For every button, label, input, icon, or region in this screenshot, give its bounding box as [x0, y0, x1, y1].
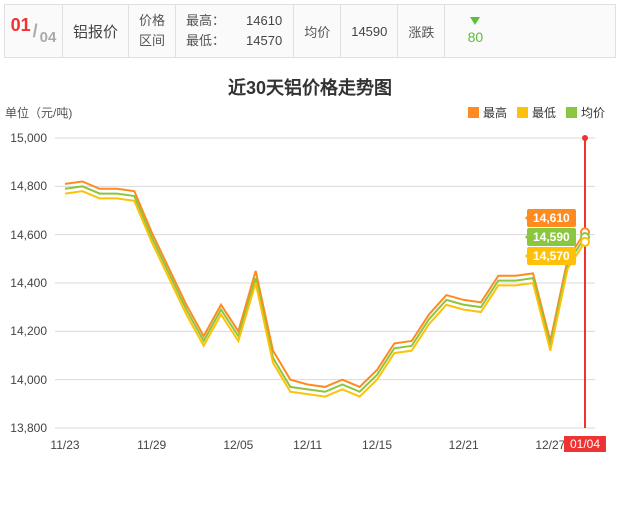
y-tick-label: 13,800	[5, 421, 47, 435]
legend-swatch	[566, 107, 577, 118]
high-low-block: 最高： 14610 最低： 14570	[176, 5, 294, 57]
summary-header: 01 / 04 铝报价 价格 区间 最高： 14610 最低： 14570 均价…	[4, 4, 616, 58]
value-callout: 14,610	[527, 209, 576, 227]
commodity-title: 铝报价	[63, 5, 129, 57]
x-tick-label: 11/23	[50, 438, 79, 452]
x-tick-label: 12/11	[293, 438, 322, 452]
legend-item-avg: 均价	[566, 104, 605, 121]
y-axis-unit: 单位（元/吨)	[5, 104, 72, 121]
y-tick-label: 14,000	[5, 373, 47, 387]
y-tick-label: 14,400	[5, 276, 47, 290]
value-callout: 14,570	[527, 247, 576, 265]
range-label: 区间	[139, 31, 165, 51]
date-day: 04	[40, 29, 57, 46]
legend-swatch	[517, 107, 528, 118]
low-value: 14570	[236, 31, 293, 51]
high-value: 14610	[236, 11, 293, 31]
line-chart	[55, 128, 595, 448]
y-tick-label: 14,800	[5, 179, 47, 193]
legend-label: 均价	[581, 104, 605, 121]
arrow-down-icon	[470, 17, 480, 25]
chart-title: 近30天铝价格走势图	[0, 74, 620, 100]
x-tick-label: 01/04	[564, 436, 606, 452]
y-tick-label: 14,200	[5, 324, 47, 338]
date-slash: /	[33, 21, 38, 42]
x-tick-label: 12/27	[535, 438, 565, 452]
x-tick-label: 12/15	[362, 438, 392, 452]
legend-label: 最高	[483, 104, 507, 121]
x-tick-label: 12/05	[223, 438, 253, 452]
change-block: 80	[445, 5, 505, 57]
chart-area: 单位（元/吨) 最高 最低 均价 13,800 14,000 14,200 14,40…	[5, 104, 615, 484]
legend-swatch	[468, 107, 479, 118]
legend-label: 最低	[532, 104, 556, 121]
change-value: 80	[468, 29, 484, 45]
legend-item-high: 最高	[468, 104, 507, 121]
date-block: 01 / 04	[5, 5, 63, 57]
legend-item-low: 最低	[517, 104, 556, 121]
price-label: 价格	[139, 11, 165, 31]
legend: 最高 最低 均价	[468, 104, 605, 121]
low-label: 最低：	[176, 31, 236, 51]
y-tick-label: 14,600	[5, 228, 47, 242]
price-range-labels: 价格 区间	[129, 5, 176, 57]
change-label: 涨跌	[398, 5, 445, 57]
value-callout: 14,590	[527, 228, 576, 246]
y-tick-label: 15,000	[5, 131, 47, 145]
avg-value: 14590	[341, 5, 398, 57]
x-tick-label: 11/29	[137, 438, 166, 452]
avg-label: 均价	[294, 5, 341, 57]
x-tick-label: 12/21	[449, 438, 479, 452]
date-month: 01	[11, 15, 31, 36]
high-label: 最高：	[176, 11, 236, 31]
